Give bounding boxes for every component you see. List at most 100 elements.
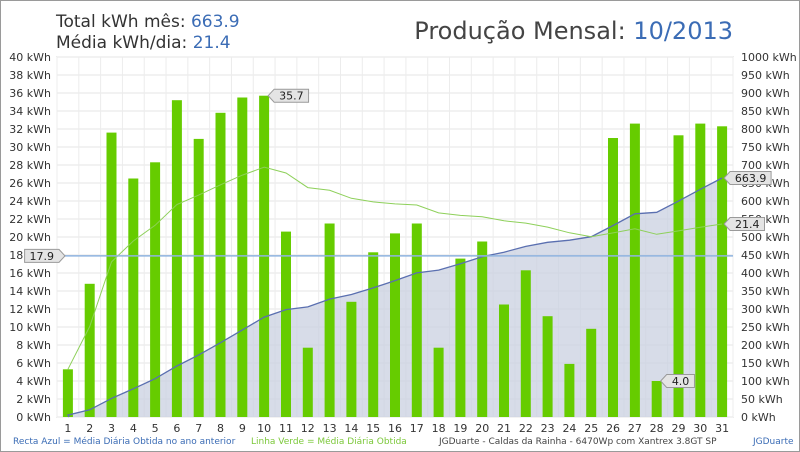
bar-day-23 [542, 316, 553, 417]
x-tick-label: 31 [715, 422, 729, 435]
cumulative-line [66, 177, 723, 418]
bar-day-26 [608, 138, 618, 417]
bar-day-22 [520, 270, 531, 417]
y-axis-left: 0 kWh 2 kWh 4 kWh 6 kWh 8 kWh 10 kWh 12 kWh 14 … [9, 51, 51, 424]
ref-value-callout: 17.9 [24, 248, 66, 263]
bar-day-11 [281, 231, 291, 417]
y-right-tick-label: 1000 kWh [741, 51, 797, 64]
bar-day-18 [433, 347, 444, 417]
avg-kwh-value: 21.4 [192, 33, 231, 53]
site-info: JGDuarte - Caldas da Rainha - 6470Wp com… [439, 437, 717, 447]
y-left-tick-label: 8 kWh [16, 339, 51, 352]
bar-day-24 [564, 363, 575, 417]
x-tick-label: 21 [497, 422, 511, 435]
bar-day-1 [62, 369, 73, 417]
y-right-tick-label: 0 kWh [741, 411, 776, 424]
y-right-tick-label: 700 kWh [741, 159, 790, 172]
y-left-tick-label: 32 kWh [9, 123, 51, 136]
x-tick-label: 16 [388, 422, 402, 435]
total-kwh-label: Total kWh mês: [56, 12, 186, 32]
total-value-callout: 663.9 [723, 170, 772, 185]
y-right-tick-label: 900 kWh [741, 87, 790, 100]
callouts: 35.7 4.0 17.9 663.9 21.4 [24, 88, 772, 388]
avg-value-callout-text: 21.4 [735, 218, 760, 231]
y-right-tick-label: 250 kWh [741, 321, 790, 334]
y-left-tick-label: 36 kWh [9, 87, 51, 100]
bar-day-30 [695, 123, 706, 417]
bar-day-6 [171, 100, 182, 417]
y-left-tick-label: 40 kWh [9, 51, 51, 64]
total-kwh-value: 663.9 [190, 12, 240, 32]
y-left-tick-label: 22 kWh [9, 213, 51, 226]
y-left-tick-label: 30 kWh [9, 141, 51, 154]
chart-title: Produção Mensal: 10/2013 [414, 17, 733, 45]
ref-value-callout-text: 17.9 [30, 250, 55, 263]
x-tick-label: 1 [64, 422, 71, 435]
x-tick-label: 3 [108, 422, 115, 435]
y-right-tick-label: 450 kWh [741, 249, 790, 262]
y-left-tick-label: 0 kWh [16, 411, 51, 424]
x-axis: 1 2 3 4 5 6 7 8 9 10 11 12 13 14 15 16 17 18 19 20 21 22 23 24 2… [64, 422, 729, 435]
max-value-callout-text: 35.7 [279, 90, 304, 103]
x-tick-label: 11 [279, 422, 293, 435]
avg-value-callout-box [723, 217, 765, 232]
y-right-tick-label: 850 kWh [741, 105, 790, 118]
y-left-tick-label: 6 kWh [16, 357, 51, 370]
avg-value-callout: 21.4 [723, 217, 765, 232]
y-right-tick-label: 500 kWh [741, 231, 790, 244]
y-left-tick-label: 4 kWh [16, 375, 51, 388]
x-tick-label: 4 [130, 422, 137, 435]
ref-value-callout-box [24, 248, 66, 263]
bar-day-12 [302, 347, 313, 417]
bar-day-25 [586, 328, 597, 417]
y-right-tick-label: 600 kWh [741, 195, 790, 208]
x-tick-label: 25 [584, 422, 598, 435]
bar-day-29 [673, 135, 684, 418]
total-value-callout-text: 663.9 [735, 172, 767, 185]
y-left-tick-label: 24 kWh [9, 195, 51, 208]
min-value-callout-box [659, 374, 695, 388]
x-tick-label: 30 [693, 422, 707, 435]
y-left-tick-label: 20 kWh [9, 231, 51, 244]
y-right-tick-label: 300 kWh [741, 303, 790, 316]
y-axis-right: 0 kWh 50 kWh 100 kWh 150 kWh 200 kWh 250 kWh 3… [741, 51, 797, 424]
y-left-tick-label: 10 kWh [9, 321, 51, 334]
x-tick-label: 28 [650, 422, 664, 435]
bar-day-31 [717, 126, 728, 418]
bar-day-13 [324, 223, 335, 417]
bar-day-15 [368, 252, 379, 417]
bar-day-27 [629, 123, 640, 417]
min-value-callout: 4.0 [659, 374, 695, 388]
x-tick-label: 15 [366, 422, 380, 435]
y-right-tick-label: 100 kWh [741, 375, 790, 388]
x-tick-label: 7 [195, 422, 202, 435]
bar-day-17 [411, 223, 422, 417]
x-tick-label: 26 [606, 422, 620, 435]
bar-day-16 [390, 233, 400, 417]
max-value-callout: 35.7 [267, 88, 310, 103]
x-tick-label: 9 [239, 422, 246, 435]
y-left-tick-label: 2 kWh [16, 393, 51, 406]
bar-day-7 [193, 138, 204, 417]
x-tick-label: 17 [410, 422, 424, 435]
x-tick-label: 10 [257, 422, 271, 435]
blue-line-legend: Recta Azul = Média Diária Obtida no ano … [13, 437, 236, 447]
chart-title-label: Produção Mensal: [414, 17, 626, 45]
y-left-tick-label: 34 kWh [9, 105, 51, 118]
x-tick-label: 13 [323, 422, 337, 435]
bar-day-4 [128, 178, 139, 417]
bar-day-19 [455, 258, 466, 417]
x-tick-label: 8 [217, 422, 224, 435]
bar-day-14 [346, 301, 357, 417]
brand-link[interactable]: JGDuarte [753, 437, 794, 447]
running-average-line [67, 166, 723, 370]
x-tick-label: 5 [152, 422, 159, 435]
bar-day-5 [150, 162, 161, 417]
x-tick-label: 24 [562, 422, 576, 435]
bar-day-9 [237, 97, 248, 417]
x-tick-label: 29 [671, 422, 685, 435]
y-left-tick-label: 38 kWh [9, 69, 51, 82]
y-right-tick-label: 400 kWh [741, 267, 790, 280]
